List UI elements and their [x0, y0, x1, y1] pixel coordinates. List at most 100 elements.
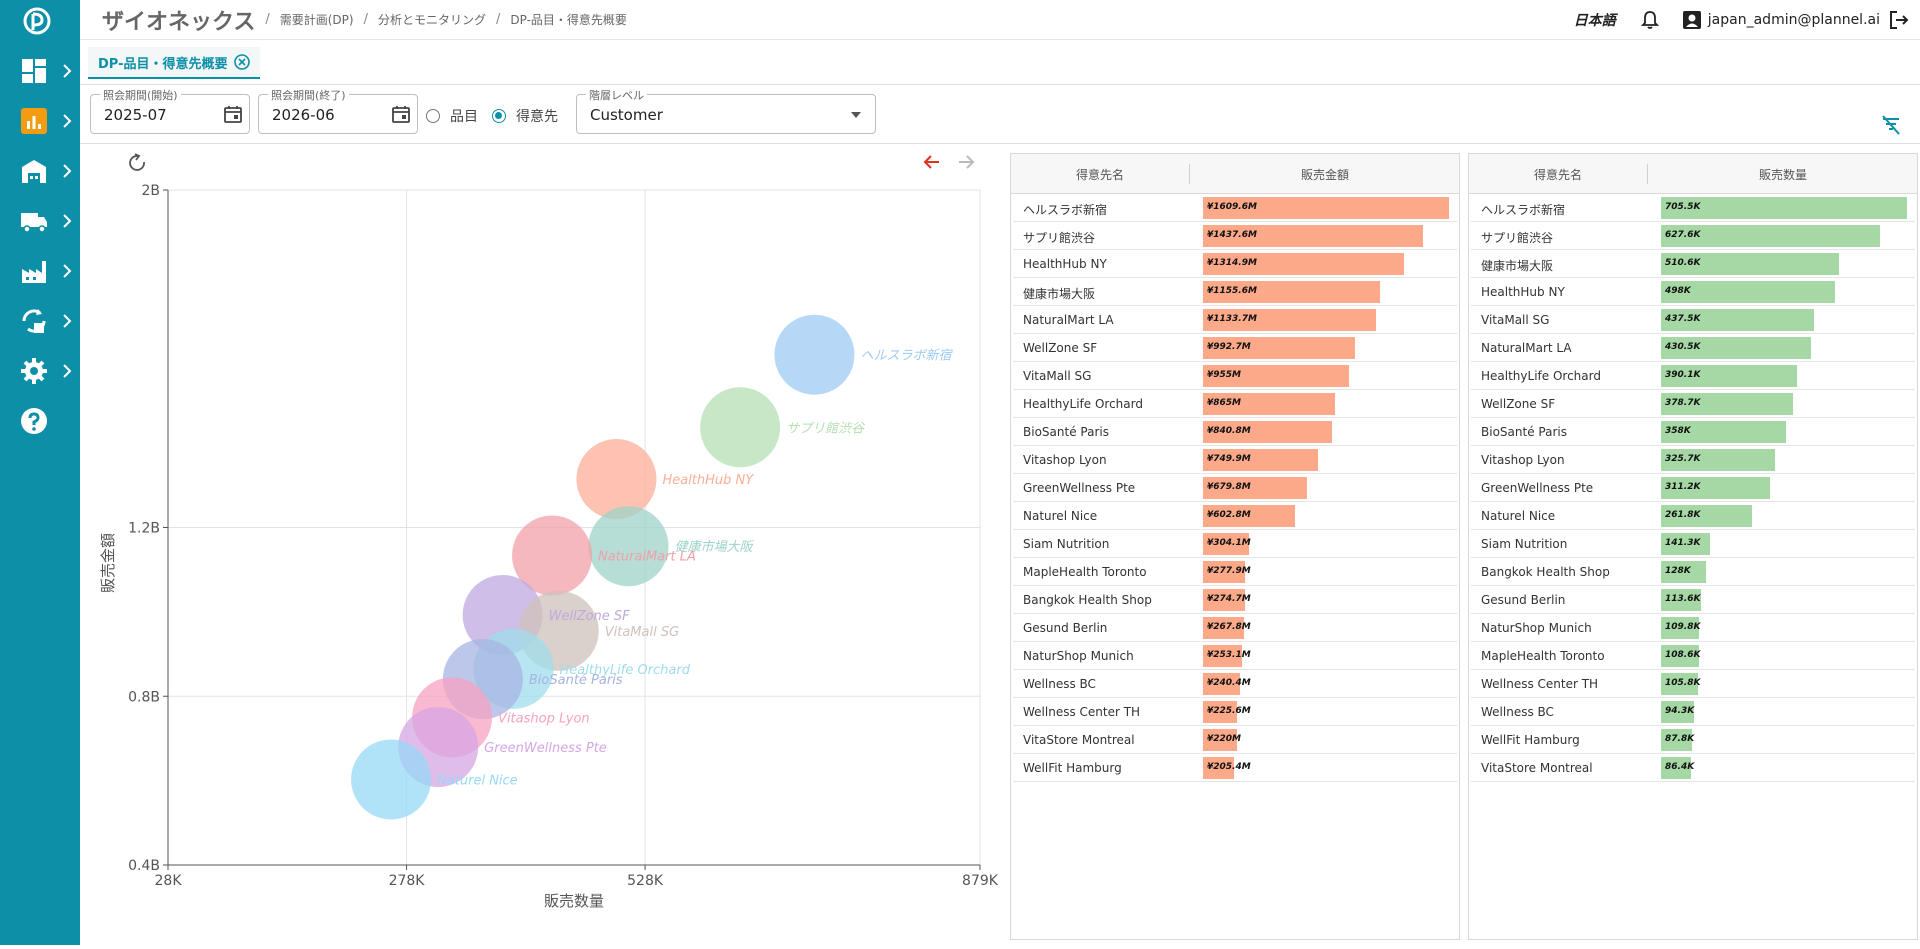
table-row[interactable]: Gesund Berlin ¥267.8M	[1013, 614, 1457, 642]
customer-name: VitaMall SG	[1481, 313, 1550, 327]
table-row[interactable]: GreenWellness Pte 311.2K	[1471, 474, 1915, 502]
filter-off-icon[interactable]	[1880, 114, 1902, 136]
table-row[interactable]: Wellness BC ¥240.4M	[1013, 670, 1457, 698]
table-row[interactable]: NaturalMart LA 430.5K	[1471, 334, 1915, 362]
close-icon[interactable]	[233, 54, 250, 70]
table-row[interactable]: Bangkok Health Shop 128K	[1471, 558, 1915, 586]
table-row[interactable]: Wellness BC 94.3K	[1471, 698, 1915, 726]
column-header-value[interactable]: 販売数量	[1758, 168, 1807, 182]
user-email[interactable]: japan_admin@plannel.ai	[1707, 12, 1880, 28]
header-actions: 日本語 japan_admin@plannel.ai	[1574, 0, 1920, 40]
bubble-point[interactable]	[512, 515, 593, 596]
table-row[interactable]: HealthHub NY 498K	[1471, 278, 1915, 306]
table-row[interactable]: NaturShop Munich ¥253.1M	[1013, 642, 1457, 670]
table-row[interactable]: GreenWellness Pte ¥679.8M	[1013, 474, 1457, 502]
nav-settings[interactable]	[0, 351, 80, 391]
table-row[interactable]: 健康市場大阪 ¥1155.6M	[1013, 278, 1457, 306]
table-row[interactable]: サプリ館渋谷 ¥1437.6M	[1013, 222, 1457, 250]
table-row[interactable]: Naturel Nice 261.8K	[1471, 502, 1915, 530]
bubble-point[interactable]	[351, 739, 432, 820]
value-bar	[1661, 729, 1692, 751]
table-row[interactable]: BioSanté Paris ¥840.8M	[1013, 418, 1457, 446]
customer-name: MapleHealth Toronto	[1481, 649, 1605, 663]
amount-ranking-table: 得意先名 販売金額 ヘルスラボ新宿 ¥1609.6M サプリ館渋谷 ¥1437.6M H…	[1010, 153, 1460, 940]
value-bar	[1203, 645, 1242, 667]
table-row[interactable]: Siam Nutrition 141.3K	[1471, 530, 1915, 558]
nav-help[interactable]	[0, 401, 80, 441]
tab-dp-overview[interactable]: DP-品目・得意先概要	[88, 47, 260, 79]
radio-item[interactable]: 品目	[426, 106, 478, 126]
value-bar	[1661, 253, 1840, 275]
table-row[interactable]: Gesund Berlin 113.6K	[1471, 586, 1915, 614]
radio-circle[interactable]	[426, 109, 440, 123]
table-row[interactable]: HealthyLife Orchard ¥865M	[1013, 390, 1457, 418]
bubble-point[interactable]	[576, 439, 657, 520]
table-row[interactable]: MapleHealth Toronto ¥277.9M	[1013, 558, 1457, 586]
table-row[interactable]: サプリ館渋谷 627.6K	[1471, 222, 1915, 250]
bubble-point[interactable]	[588, 506, 669, 587]
table-row[interactable]: WellFit Hamburg ¥205.4M	[1013, 754, 1457, 782]
table-row[interactable]: Naturel Nice ¥602.8M	[1013, 502, 1457, 530]
period-end-field[interactable]: 照会期間(終了) 2026-06	[258, 87, 418, 134]
table-row[interactable]: ヘルスラボ新宿 705.5K	[1471, 194, 1915, 222]
y-tick-label: 0.4B	[128, 858, 160, 874]
bubble-point[interactable]	[700, 387, 781, 468]
table-row[interactable]: WellZone SF 378.7K	[1471, 390, 1915, 418]
nav-shipping[interactable]	[0, 201, 80, 241]
calendar-icon[interactable]	[391, 104, 411, 124]
table-row[interactable]: VitaStore Montreal 86.4K	[1471, 754, 1915, 782]
arrow-left-icon[interactable]	[923, 155, 939, 169]
table-row[interactable]: NaturalMart LA ¥1133.7M	[1013, 306, 1457, 334]
table-row[interactable]: Wellness Center TH ¥225.6M	[1013, 698, 1457, 726]
table-row[interactable]: HealthHub NY ¥1314.9M	[1013, 250, 1457, 278]
arrow-right-icon[interactable]	[959, 155, 975, 169]
column-header-name[interactable]: 得意先名	[1075, 168, 1124, 182]
table-row[interactable]: VitaMall SG 437.5K	[1471, 306, 1915, 334]
customer-name: NaturalMart LA	[1023, 313, 1114, 327]
radio-customer[interactable]: 得意先	[492, 106, 558, 126]
table-row[interactable]: Vitashop Lyon ¥749.9M	[1013, 446, 1457, 474]
nav-factory[interactable]	[0, 251, 80, 291]
bubble-label: BioSanté Paris	[529, 673, 623, 688]
calendar-icon[interactable]	[223, 104, 243, 124]
nav-analytics[interactable]	[0, 101, 80, 141]
period-start-field[interactable]: 照会期間(開始) 2025-07	[90, 87, 250, 134]
level-select[interactable]: 階層レベル Customer	[576, 87, 876, 134]
app-logo-icon[interactable]	[22, 6, 52, 36]
logout-icon[interactable]	[1888, 9, 1910, 31]
nav-supply[interactable]	[0, 301, 80, 341]
table-row[interactable]: 健康市場大阪 510.6K	[1471, 250, 1915, 278]
table-row[interactable]: WellZone SF ¥992.7M	[1013, 334, 1457, 362]
table-row[interactable]: VitaMall SG ¥955M	[1013, 362, 1457, 390]
table-row[interactable]: NaturShop Munich 109.8K	[1471, 614, 1915, 642]
bell-icon[interactable]	[1640, 10, 1660, 30]
column-header-value[interactable]: 販売金額	[1300, 168, 1349, 182]
nav-dashboard[interactable]	[0, 51, 80, 91]
value-label: ¥205.4M	[1207, 762, 1251, 772]
breadcrumb-item[interactable]: 分析とモニタリング	[377, 13, 486, 27]
table-row[interactable]: BioSanté Paris 358K	[1471, 418, 1915, 446]
language-selector[interactable]: 日本語	[1573, 13, 1616, 29]
table-row[interactable]: ヘルスラボ新宿 ¥1609.6M	[1013, 194, 1457, 222]
table-row[interactable]: Siam Nutrition ¥304.1M	[1013, 530, 1457, 558]
value-label: 128K	[1665, 566, 1691, 576]
period-end-label: 照会期間(終了)	[268, 87, 349, 103]
table-row[interactable]: Wellness Center TH 105.8K	[1471, 670, 1915, 698]
table-row[interactable]: MapleHealth Toronto 108.6K	[1471, 642, 1915, 670]
radio-customer-label: 得意先	[516, 109, 558, 125]
column-header-name[interactable]: 得意先名	[1533, 168, 1582, 182]
bubble-point[interactable]	[774, 314, 855, 395]
reset-icon[interactable]	[129, 153, 145, 171]
customer-name: ヘルスラボ新宿	[1481, 203, 1566, 217]
table-row[interactable]: Vitashop Lyon 325.7K	[1471, 446, 1915, 474]
nav-warehouse[interactable]	[0, 151, 80, 191]
table-row[interactable]: WellFit Hamburg 87.8K	[1471, 726, 1915, 754]
table-row[interactable]: HealthyLife Orchard 390.1K	[1471, 362, 1915, 390]
table-row[interactable]: VitaStore Montreal ¥220M	[1013, 726, 1457, 754]
table-row[interactable]: Bangkok Health Shop ¥274.7M	[1013, 586, 1457, 614]
radio-circle-selected[interactable]	[492, 109, 506, 123]
value-bar	[1661, 701, 1694, 723]
breadcrumb-item[interactable]: DP-品目・得意先概要	[510, 13, 627, 27]
breadcrumb-item[interactable]: 需要計画(DP)	[279, 13, 354, 27]
app-title: ザイオネックス	[102, 9, 256, 35]
